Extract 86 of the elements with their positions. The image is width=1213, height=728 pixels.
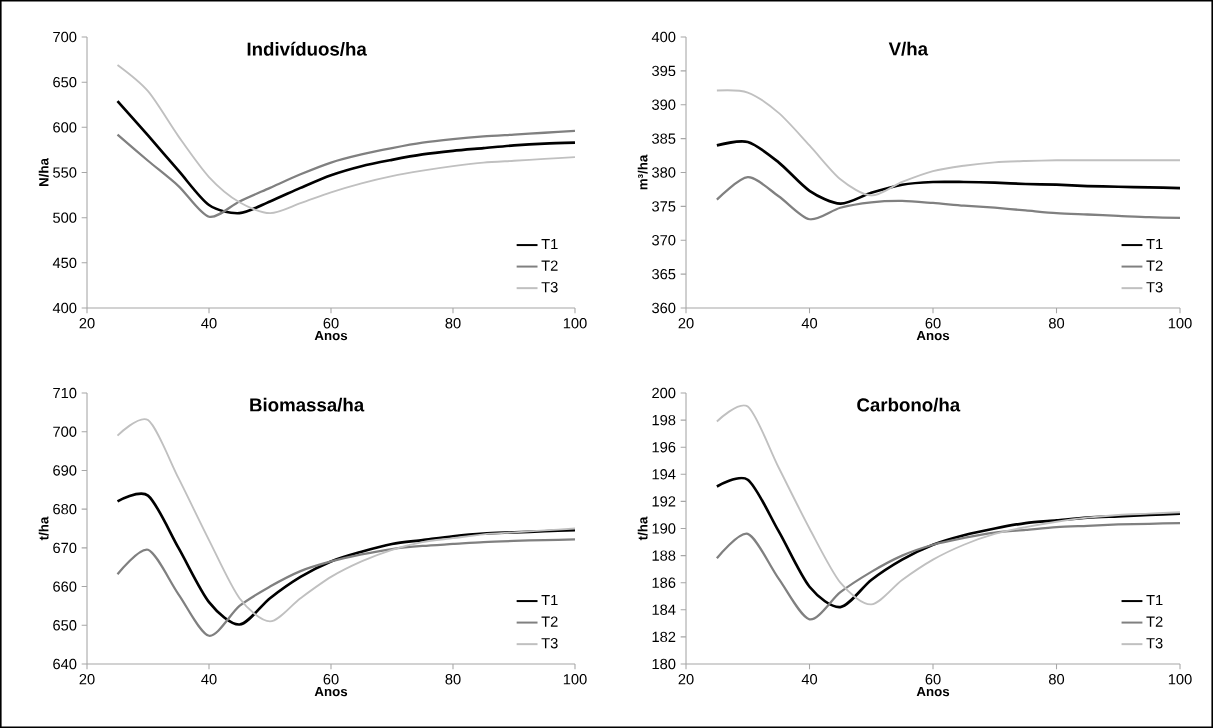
y-tick-label: 650 — [53, 620, 77, 631]
x-tick-label: 100 — [563, 674, 587, 685]
y-tick-label: 710 — [53, 387, 77, 399]
y-tick-label: 194 — [652, 469, 676, 480]
y-tick-label: 660 — [53, 581, 77, 592]
chart-title: Biomassa/ha — [250, 397, 365, 412]
y-tick-label: 180 — [652, 658, 676, 670]
y-tick-label: 680 — [53, 503, 77, 515]
y-axis-title: t/ha — [38, 516, 49, 541]
line-series — [715, 89, 1181, 197]
y-axis-title: N/ha — [38, 157, 49, 187]
y-tick-label: 700 — [53, 31, 77, 43]
legend-label: T2 — [1146, 260, 1163, 271]
x-tick-label: 40 — [801, 674, 818, 685]
x-tick-label: 100 — [1168, 318, 1192, 329]
y-tick-label: 500 — [53, 212, 77, 223]
y-tick-label: 700 — [53, 426, 77, 437]
y-tick-label: 600 — [53, 122, 77, 133]
x-tick-label: 20 — [79, 674, 95, 685]
line-series — [116, 99, 575, 215]
y-tick-label: 186 — [652, 577, 676, 588]
x-tick-label: 20 — [79, 318, 95, 329]
y-tick-label: 640 — [53, 658, 77, 670]
y-tick-label: 360 — [652, 302, 676, 314]
line-series — [116, 129, 575, 218]
legend-label: T1 — [541, 595, 558, 606]
legend-label: T2 — [541, 616, 558, 627]
x-tick-label: 40 — [201, 318, 217, 329]
y-tick-label: 400 — [651, 31, 676, 43]
chart-title: V/ha — [888, 41, 929, 56]
x-tick-label: 100 — [563, 318, 587, 329]
x-tick-label: 60 — [323, 318, 339, 329]
y-tick-label: 188 — [652, 550, 676, 561]
y-tick-label: 670 — [53, 542, 77, 554]
y-tick-label: 365 — [652, 268, 676, 280]
legend-label: T1 — [541, 239, 558, 250]
legend-label: T3 — [1146, 282, 1163, 293]
y-axis-title: m³/ha — [637, 154, 648, 190]
y-tick-label: 690 — [53, 465, 77, 476]
y-tick-label: 200 — [652, 387, 676, 399]
y-tick-label: 390 — [652, 99, 676, 110]
x-tick-label: 80 — [445, 318, 461, 329]
legend-label: T3 — [541, 282, 558, 293]
y-tick-label: 395 — [652, 65, 676, 77]
legend-label: T3 — [541, 638, 558, 649]
x-tick-label: 80 — [1048, 674, 1065, 685]
y-tick-label: 375 — [652, 201, 676, 212]
y-tick-label: 198 — [652, 414, 676, 426]
x-tick-label: 60 — [925, 674, 941, 685]
legend-label: T1 — [1146, 595, 1163, 606]
x-tick-label: 20 — [678, 318, 694, 329]
y-tick-label: 400 — [52, 302, 77, 314]
y-tick-label: 190 — [652, 523, 676, 534]
y-tick-label: 370 — [652, 235, 676, 246]
x-tick-label: 20 — [678, 674, 694, 685]
y-tick-label: 380 — [652, 167, 676, 178]
x-tick-label: 40 — [801, 318, 818, 329]
x-tick-label: 100 — [1168, 674, 1192, 685]
y-tick-label: 196 — [652, 442, 676, 453]
legend-label: T1 — [1146, 239, 1163, 250]
y-axis-title: t/ha — [637, 516, 648, 541]
x-axis-title: Anos — [314, 686, 348, 697]
y-tick-label: 385 — [652, 133, 676, 144]
x-tick-label: 80 — [445, 674, 461, 685]
line-series — [116, 64, 575, 215]
x-tick-label: 80 — [1048, 318, 1065, 329]
legend-label: T3 — [1146, 638, 1163, 649]
x-tick-label: 60 — [925, 318, 941, 329]
x-axis-title: Anos — [916, 686, 950, 697]
x-tick-label: 60 — [323, 674, 339, 685]
line-series — [715, 176, 1181, 221]
y-tick-label: 550 — [53, 167, 77, 178]
y-tick-label: 650 — [53, 76, 77, 88]
x-axis-title: Anos — [916, 330, 950, 341]
line-series — [715, 140, 1181, 205]
x-tick-label: 40 — [201, 674, 217, 685]
y-tick-label: 450 — [52, 257, 77, 269]
x-axis-title: Anos — [314, 330, 348, 341]
y-tick-label: 182 — [652, 631, 676, 643]
chart-title: Carbono/ha — [857, 397, 961, 412]
legend-label: T2 — [1146, 616, 1163, 627]
chart-title: Indivíduos/ha — [247, 41, 367, 56]
legend-label: T2 — [541, 260, 558, 271]
line-series — [116, 538, 575, 637]
y-tick-label: 192 — [652, 496, 676, 507]
y-tick-label: 184 — [652, 604, 676, 615]
